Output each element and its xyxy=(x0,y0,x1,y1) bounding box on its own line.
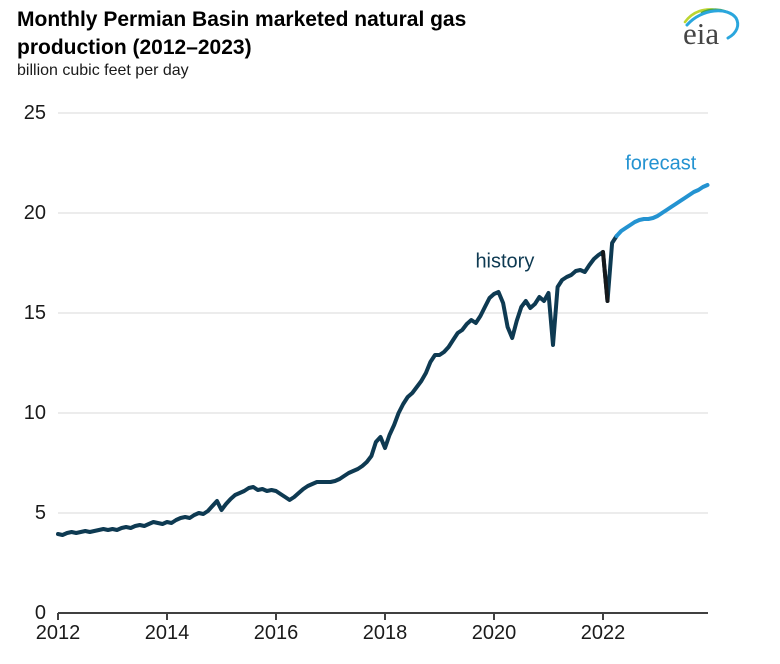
y-tick-label-20: 20 xyxy=(23,202,46,224)
series-forecast xyxy=(614,183,710,238)
x-tick-label-2012: 2012 xyxy=(35,622,81,644)
eia-logo-arc-blue xyxy=(685,9,740,40)
eia-logo-image: eia xyxy=(683,8,740,51)
y-tick-label-0: 0 xyxy=(34,602,46,624)
y-tick-label-15: 15 xyxy=(23,302,46,324)
eia-logo-text: eia xyxy=(683,16,719,51)
x-tick-label-2014: 2014 xyxy=(144,622,190,644)
y-tick-label-25: 25 xyxy=(23,102,46,124)
series-freeze-dip-overlay xyxy=(601,250,610,303)
x-tick-label-2016: 2016 xyxy=(253,622,299,644)
chart-units-subtitle: billion cubic feet per day xyxy=(17,62,189,79)
x-tick-label-2018: 2018 xyxy=(362,622,408,644)
eia-logo: eia xyxy=(680,4,756,58)
series-label-history: history xyxy=(475,250,535,273)
series-label-forecast: forecast xyxy=(625,152,697,175)
page-title: Monthly Permian Basin marketed natural g… xyxy=(17,6,466,62)
y-tick-label-10: 10 xyxy=(23,402,46,424)
series-history xyxy=(56,234,619,537)
x-tick-label-2022: 2022 xyxy=(580,622,626,644)
title-line-2: production (2012–2023) xyxy=(17,36,252,59)
title-line-1: Monthly Permian Basin marketed natural g… xyxy=(17,8,467,31)
x-tick-label-2020: 2020 xyxy=(471,622,517,644)
y-tick-label-5: 5 xyxy=(34,502,46,524)
